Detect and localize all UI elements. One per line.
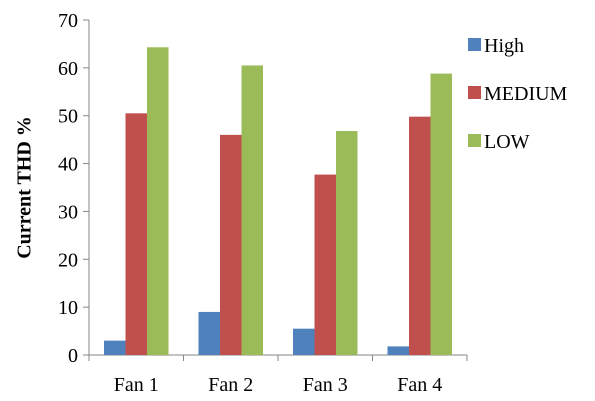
bar-medium-fan-4 [409,116,431,356]
y-tick-label: 30 [58,201,78,223]
bar-medium-fan-3 [314,174,336,355]
bar-high-fan-1 [104,340,126,355]
y-tick-label: 40 [58,154,78,176]
bar-low-fan-4 [430,73,452,355]
x-tick-label: Fan 4 [397,374,442,396]
bar-low-fan-2 [241,65,263,355]
y-axis-title: Current THD % [14,116,36,259]
bar-medium-fan-1 [125,113,147,355]
legend-swatch-low [468,134,481,147]
bar-high-fan-4 [387,346,409,355]
legend-label-high: High [484,35,524,57]
x-tick-label: Fan 1 [114,374,159,396]
bars [104,47,452,356]
legend-swatch-high [468,38,481,51]
legend-label-medium: MEDIUM [484,83,568,105]
legend: High MEDIUM LOW [468,35,568,153]
y-tick-label: 20 [58,249,78,271]
axes: 0 10 20 30 40 50 60 70 Fan 1 Fan 2 Fan 3 Fan 4 [58,10,468,396]
y-tick-label: 60 [58,58,78,80]
y-tick-label: 0 [68,345,78,367]
bar-high-fan-3 [293,328,315,355]
legend-swatch-medium [468,86,481,99]
bar-low-fan-1 [147,47,169,356]
bar-low-fan-3 [336,131,358,355]
x-tick-label: Fan 3 [303,374,348,396]
legend-label-low: LOW [484,131,530,153]
y-tick-label: 10 [58,297,78,319]
bar-high-fan-2 [198,311,220,355]
x-tick-label: Fan 2 [208,374,253,396]
bar-medium-fan-2 [220,134,242,355]
y-tick-label: 70 [58,10,78,32]
y-tick-label: 50 [58,106,78,128]
